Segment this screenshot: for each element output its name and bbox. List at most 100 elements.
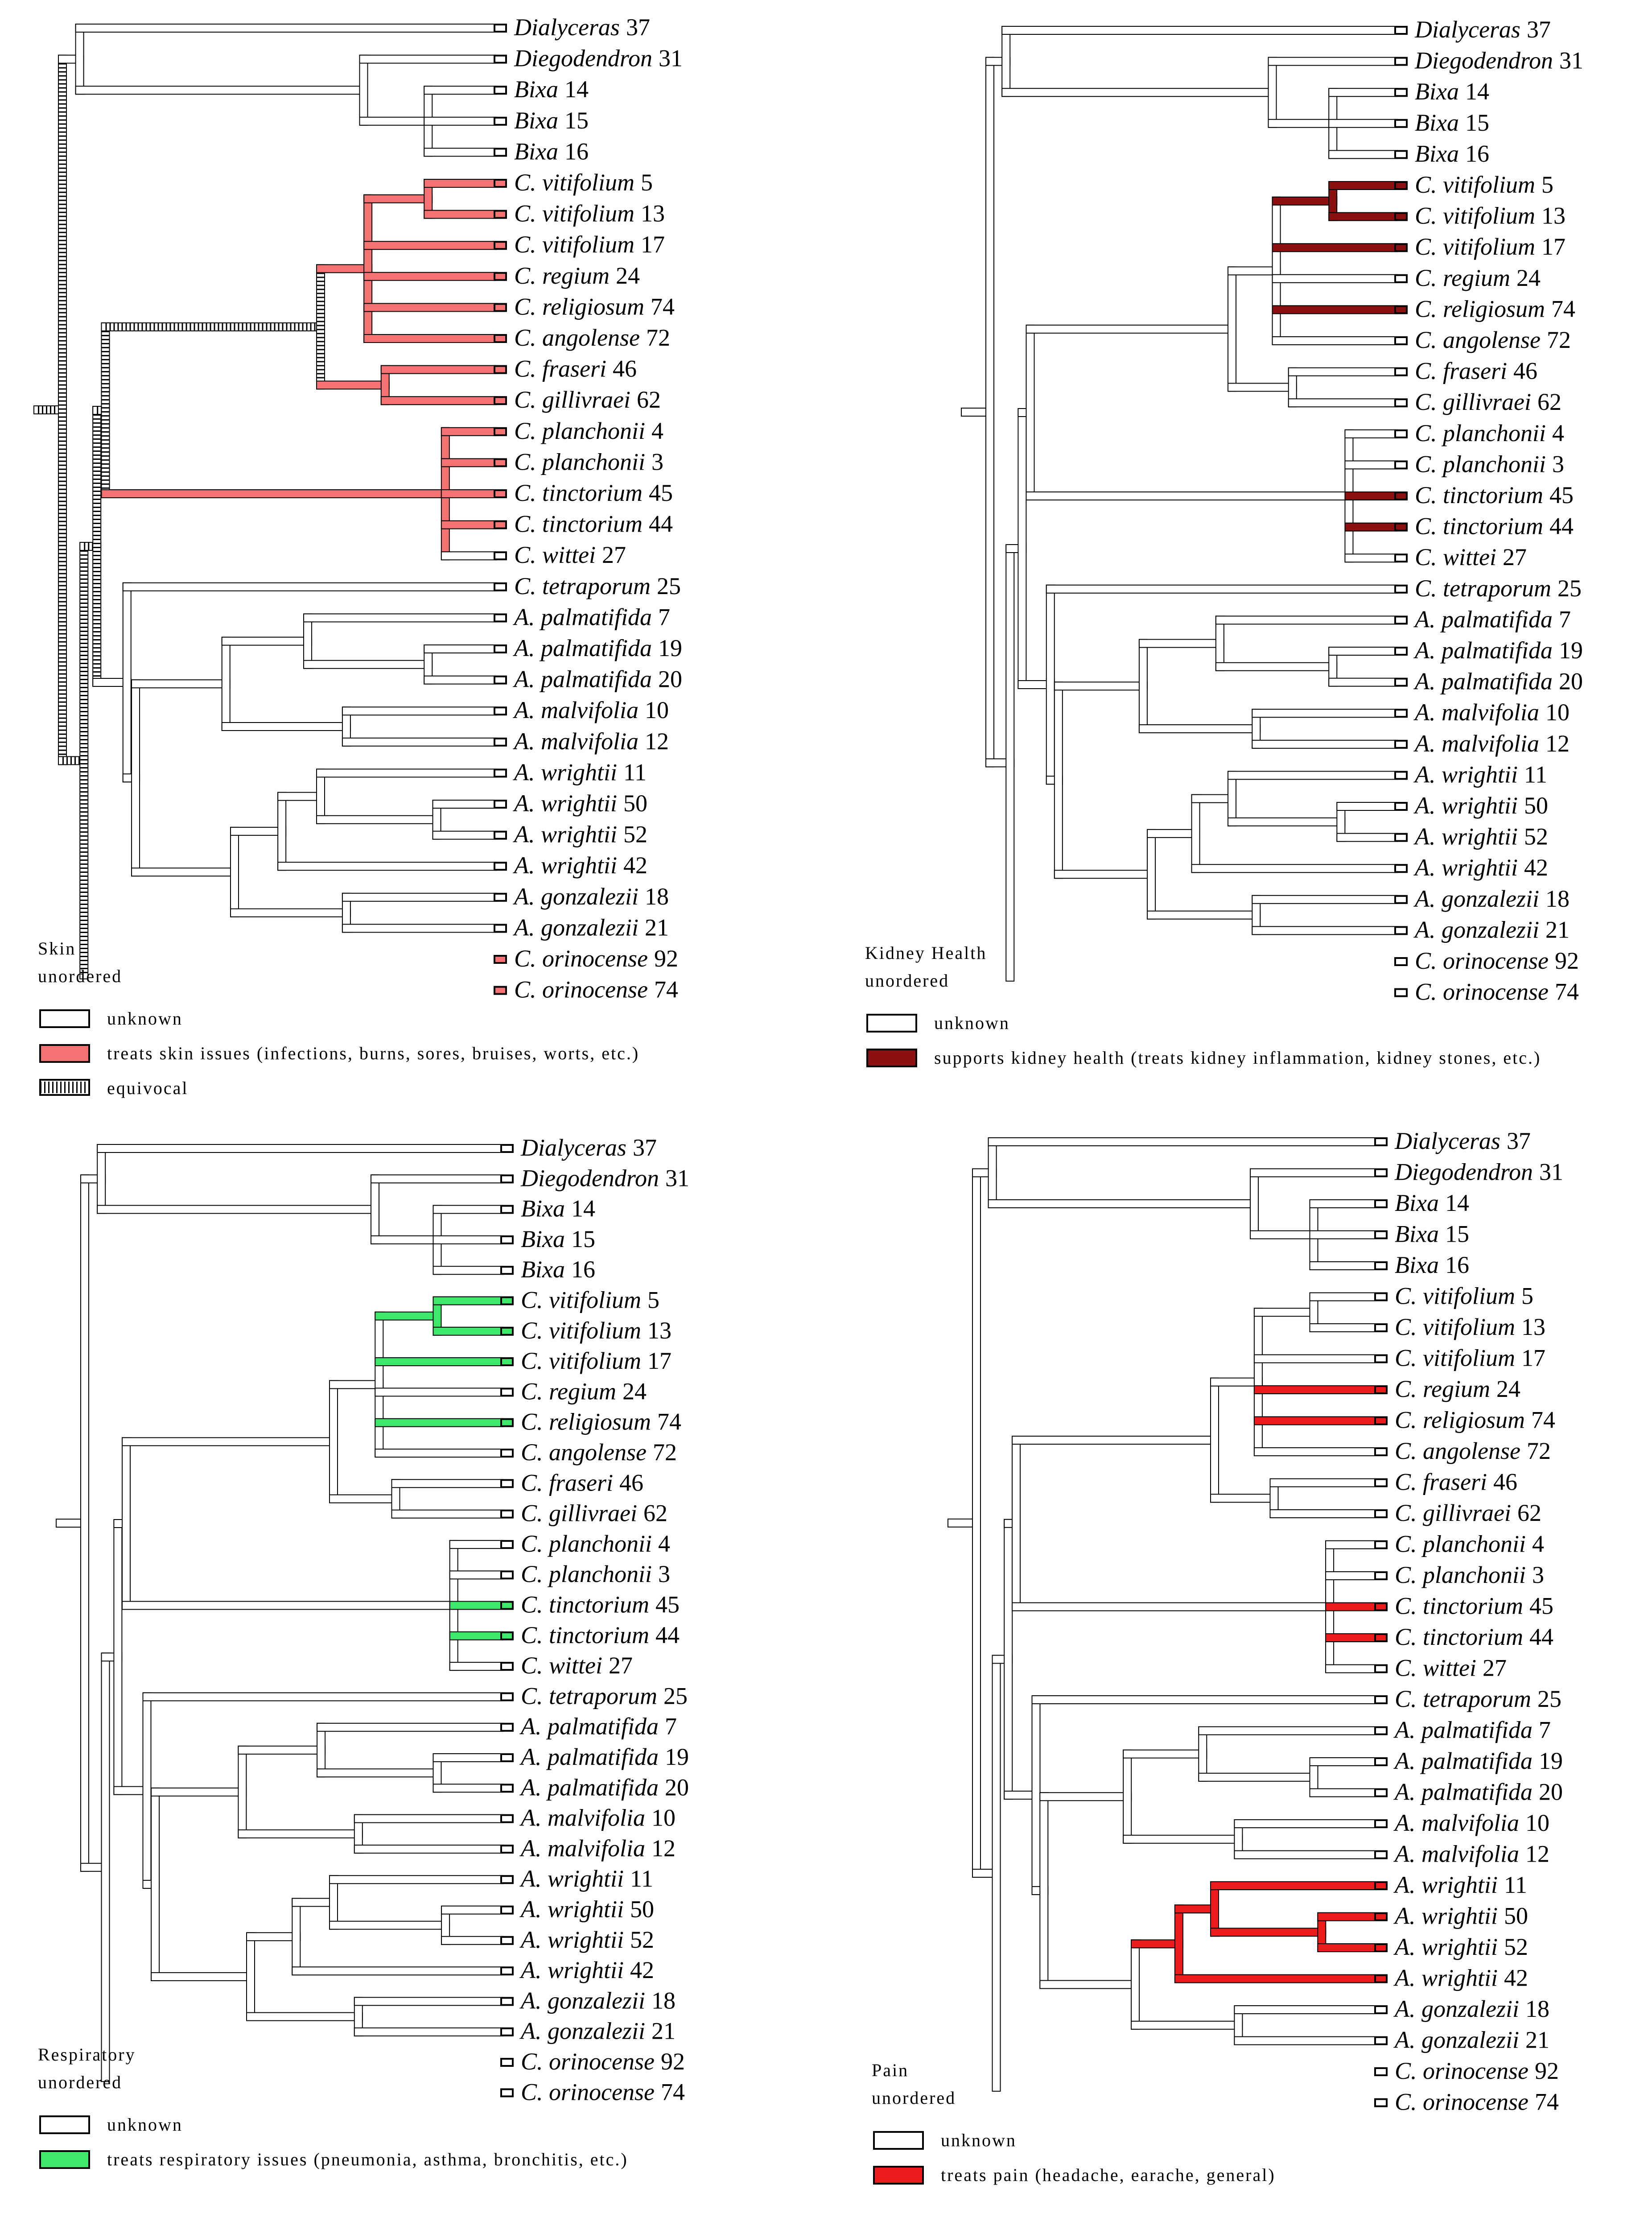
tip-accession-number: 72 xyxy=(1547,326,1571,353)
tip-accession-number: 45 xyxy=(1549,482,1574,508)
tip-state-box xyxy=(1394,553,1408,563)
tip-accession-number: 74 xyxy=(1555,979,1579,1005)
tip-state-box xyxy=(494,706,507,716)
tip-label: C. orinocense 92 xyxy=(521,2048,685,2075)
tip-accession-number: 13 xyxy=(641,200,665,227)
tip-state-box xyxy=(494,644,507,653)
legend-label: treats skin issues (infections, burns, s… xyxy=(107,1043,639,1063)
tip-accession-number: 4 xyxy=(658,1530,670,1557)
tip-taxon-name: Bixa xyxy=(1415,140,1459,167)
tip-accession-number: 72 xyxy=(646,324,670,351)
tip-taxon-name: C. planchonii xyxy=(1395,1561,1526,1588)
tip-accession-number: 4 xyxy=(1552,420,1564,446)
tip-state-box xyxy=(500,1449,514,1458)
tip-accession-number: 31 xyxy=(1539,1159,1563,1185)
tip-accession-number: 19 xyxy=(1559,637,1583,664)
tip-taxon-name: C. wittei xyxy=(1395,1655,1476,1681)
legend-label: supports kidney health (treats kidney in… xyxy=(934,1048,1541,1068)
tip-state-box xyxy=(1394,584,1408,594)
tip-accession-number: 11 xyxy=(623,759,647,785)
tip-accession-number: 37 xyxy=(1527,16,1551,43)
tip-accession-number: 42 xyxy=(1504,1965,1528,1991)
tip-state-box xyxy=(1374,1416,1388,1425)
tip-accession-number: 25 xyxy=(657,573,681,599)
tip-state-box xyxy=(1374,1447,1388,1456)
legend-label: unknown xyxy=(941,2130,1017,2150)
tip-state-box xyxy=(494,458,507,467)
tip-state-box xyxy=(500,1905,514,1915)
tip-taxon-name: A. malvifolia xyxy=(1413,730,1539,757)
tip-taxon-name: A. palmatifida xyxy=(519,1743,659,1770)
tip-accession-number: 16 xyxy=(1465,140,1489,167)
tip-taxon-name: A. palmatifida xyxy=(513,603,652,630)
tip-state-box xyxy=(500,1814,514,1823)
legend: Skin unordered unknown treats skin issues (… xyxy=(38,938,639,1098)
tip-taxon-name: C. orinocense xyxy=(1395,2089,1528,2115)
tip-taxon-name: A. wrightii xyxy=(513,759,617,785)
tip-taxon-name: Bixa xyxy=(521,1256,565,1283)
legend-subtitle: unordered xyxy=(872,2088,956,2108)
tip-label: C. vitifolium 5 xyxy=(521,1287,659,1313)
legend-swatch-unknown xyxy=(39,1009,90,1028)
legend: Respiratory unordered unknown treats respir… xyxy=(38,2045,627,2169)
tip-label: A. gonzalezii 18 xyxy=(1393,1995,1549,2022)
tip-accession-number: 62 xyxy=(1517,1499,1541,1526)
tip-accession-number: 14 xyxy=(571,1195,595,1222)
tip-accession-number: 50 xyxy=(1504,1903,1528,1929)
tip-label: C. planchonii 3 xyxy=(521,1561,670,1587)
tip-label: Bixa 16 xyxy=(1415,140,1489,167)
tip-accession-number: 10 xyxy=(651,1805,676,1831)
tip-accession-number: 72 xyxy=(1527,1437,1551,1464)
tip-label: A. wrightii 50 xyxy=(519,1896,654,1923)
tip-accession-number: 44 xyxy=(1529,1623,1553,1650)
tip-label: A. palmatifida 19 xyxy=(513,635,682,661)
tip-label: A. gonzalezii 21 xyxy=(513,914,669,941)
tip-state-box xyxy=(1374,1602,1388,1611)
tip-taxon-name: Diegodendron xyxy=(1414,47,1553,74)
tip-accession-number: 7 xyxy=(665,1713,677,1740)
legend-label: unknown xyxy=(107,1008,183,1028)
legend-swatch-unknown xyxy=(39,2115,90,2134)
tip-label: A. wrightii 50 xyxy=(1393,1903,1528,1929)
tip-taxon-name: C. tinctorium xyxy=(521,1622,649,1648)
tip-taxon-name: Bixa xyxy=(521,1226,565,1252)
tip-label: C. regium 24 xyxy=(1395,1375,1520,1402)
tip-label: C. wittei 27 xyxy=(1415,544,1527,570)
tip-state-box xyxy=(1394,926,1408,935)
tip-label: C. tetraporum 25 xyxy=(1415,575,1582,602)
tip-taxon-name: C. tinctorium xyxy=(514,511,643,537)
tip-state-box xyxy=(500,2058,514,2067)
tip-taxon-name: A. malvifolia xyxy=(513,728,639,755)
tip-label: C. regium 24 xyxy=(514,262,640,289)
tip-taxon-name: A. wrightii xyxy=(1393,1871,1498,1898)
tip-label: A. gonzalezii 21 xyxy=(519,2018,676,2045)
tip-label: Bixa 16 xyxy=(1395,1251,1469,1278)
tip-label: C. tinctorium 45 xyxy=(521,1591,680,1618)
tip-taxon-name: A. malvifolia xyxy=(1393,1809,1519,1836)
tip-taxon-name: Bixa xyxy=(514,107,558,134)
tip-label: C. tetraporum 25 xyxy=(521,1682,688,1709)
tip-taxon-name: A. wrightii xyxy=(1393,1933,1498,1960)
tip-label: Bixa 15 xyxy=(514,107,589,134)
tip-state-box xyxy=(1374,1540,1388,1549)
tip-label: C. tinctorium 45 xyxy=(1415,482,1574,508)
branches xyxy=(38,28,497,979)
tip-label: A. malvifolia 12 xyxy=(1413,730,1570,757)
tip-taxon-name: C. tinctorium xyxy=(1415,482,1543,508)
tip-taxon-name: A. wrightii xyxy=(1413,854,1518,881)
tip-taxon-name: C. tinctorium xyxy=(521,1591,649,1618)
tip-taxon-name: A. gonzalezii xyxy=(513,914,639,941)
tip-taxon-name: C. planchonii xyxy=(521,1530,652,1557)
tip-label: C. religiosum 74 xyxy=(1415,295,1575,322)
tip-accession-number: 17 xyxy=(641,231,665,258)
tip-state-box xyxy=(500,1753,514,1762)
tip-state-box xyxy=(1394,522,1408,532)
tip-taxon-name: C. fraseri xyxy=(1395,1469,1487,1495)
tip-taxon-name: Bixa xyxy=(1415,78,1459,105)
tip-taxon-name: Bixa xyxy=(521,1195,565,1222)
tip-state-box xyxy=(494,86,507,95)
tip-accession-number: 42 xyxy=(1524,854,1548,881)
tip-state-box xyxy=(1394,26,1408,35)
